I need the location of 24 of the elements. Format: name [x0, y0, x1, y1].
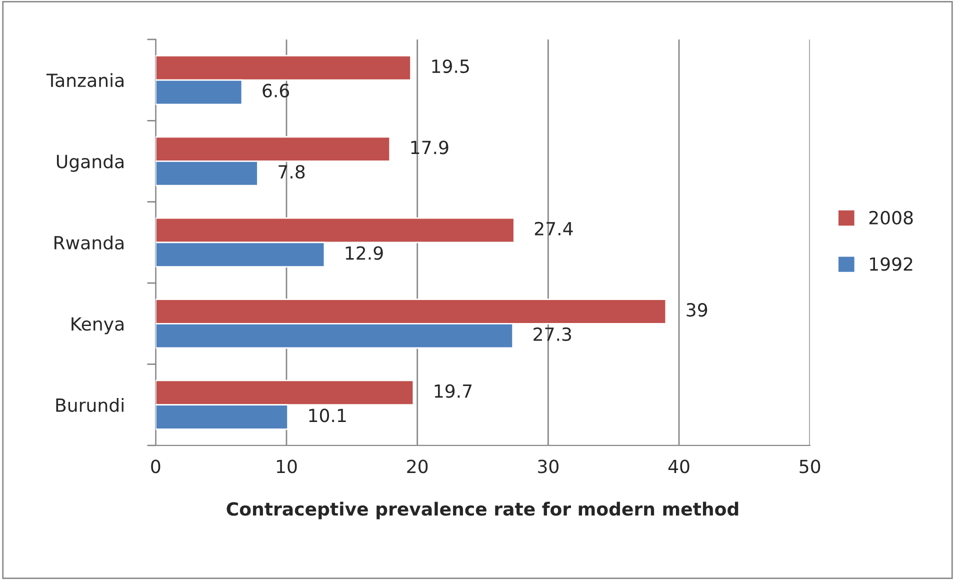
data-label: 7.8: [278, 165, 305, 179]
data-label: 19.7: [434, 384, 472, 398]
legend-label: 1992: [870, 257, 912, 271]
data-label: 27.4: [534, 222, 573, 236]
y-tick-label: Burundi: [56, 398, 124, 412]
x-tick-label: 10: [276, 460, 297, 474]
y-tick-label: Uganda: [56, 154, 124, 172]
data-label: 6.6: [262, 84, 290, 98]
data-label: 19.5: [432, 59, 469, 74]
data-label: 12.9: [346, 246, 383, 260]
data-label: 17.9: [411, 140, 448, 154]
x-tick-label: 20: [407, 460, 428, 474]
data-label: 10.1: [309, 408, 346, 422]
data-label: 39: [686, 303, 708, 317]
data-label: 27.3: [534, 327, 572, 342]
x-tick-label: 40: [668, 460, 690, 474]
legend-label: 2008: [869, 210, 913, 224]
x-tick-label: 0: [151, 460, 160, 474]
y-tick-label: Rwanda: [54, 236, 124, 250]
x-tick-label: 50: [800, 460, 820, 474]
y-tick-label: Tanzania: [46, 73, 124, 88]
y-tick-label: Kenya: [72, 317, 124, 334]
x-tick-label: 30: [538, 460, 558, 474]
x-axis-title: Contraceptive prevalence rate for modern method: [226, 502, 738, 520]
